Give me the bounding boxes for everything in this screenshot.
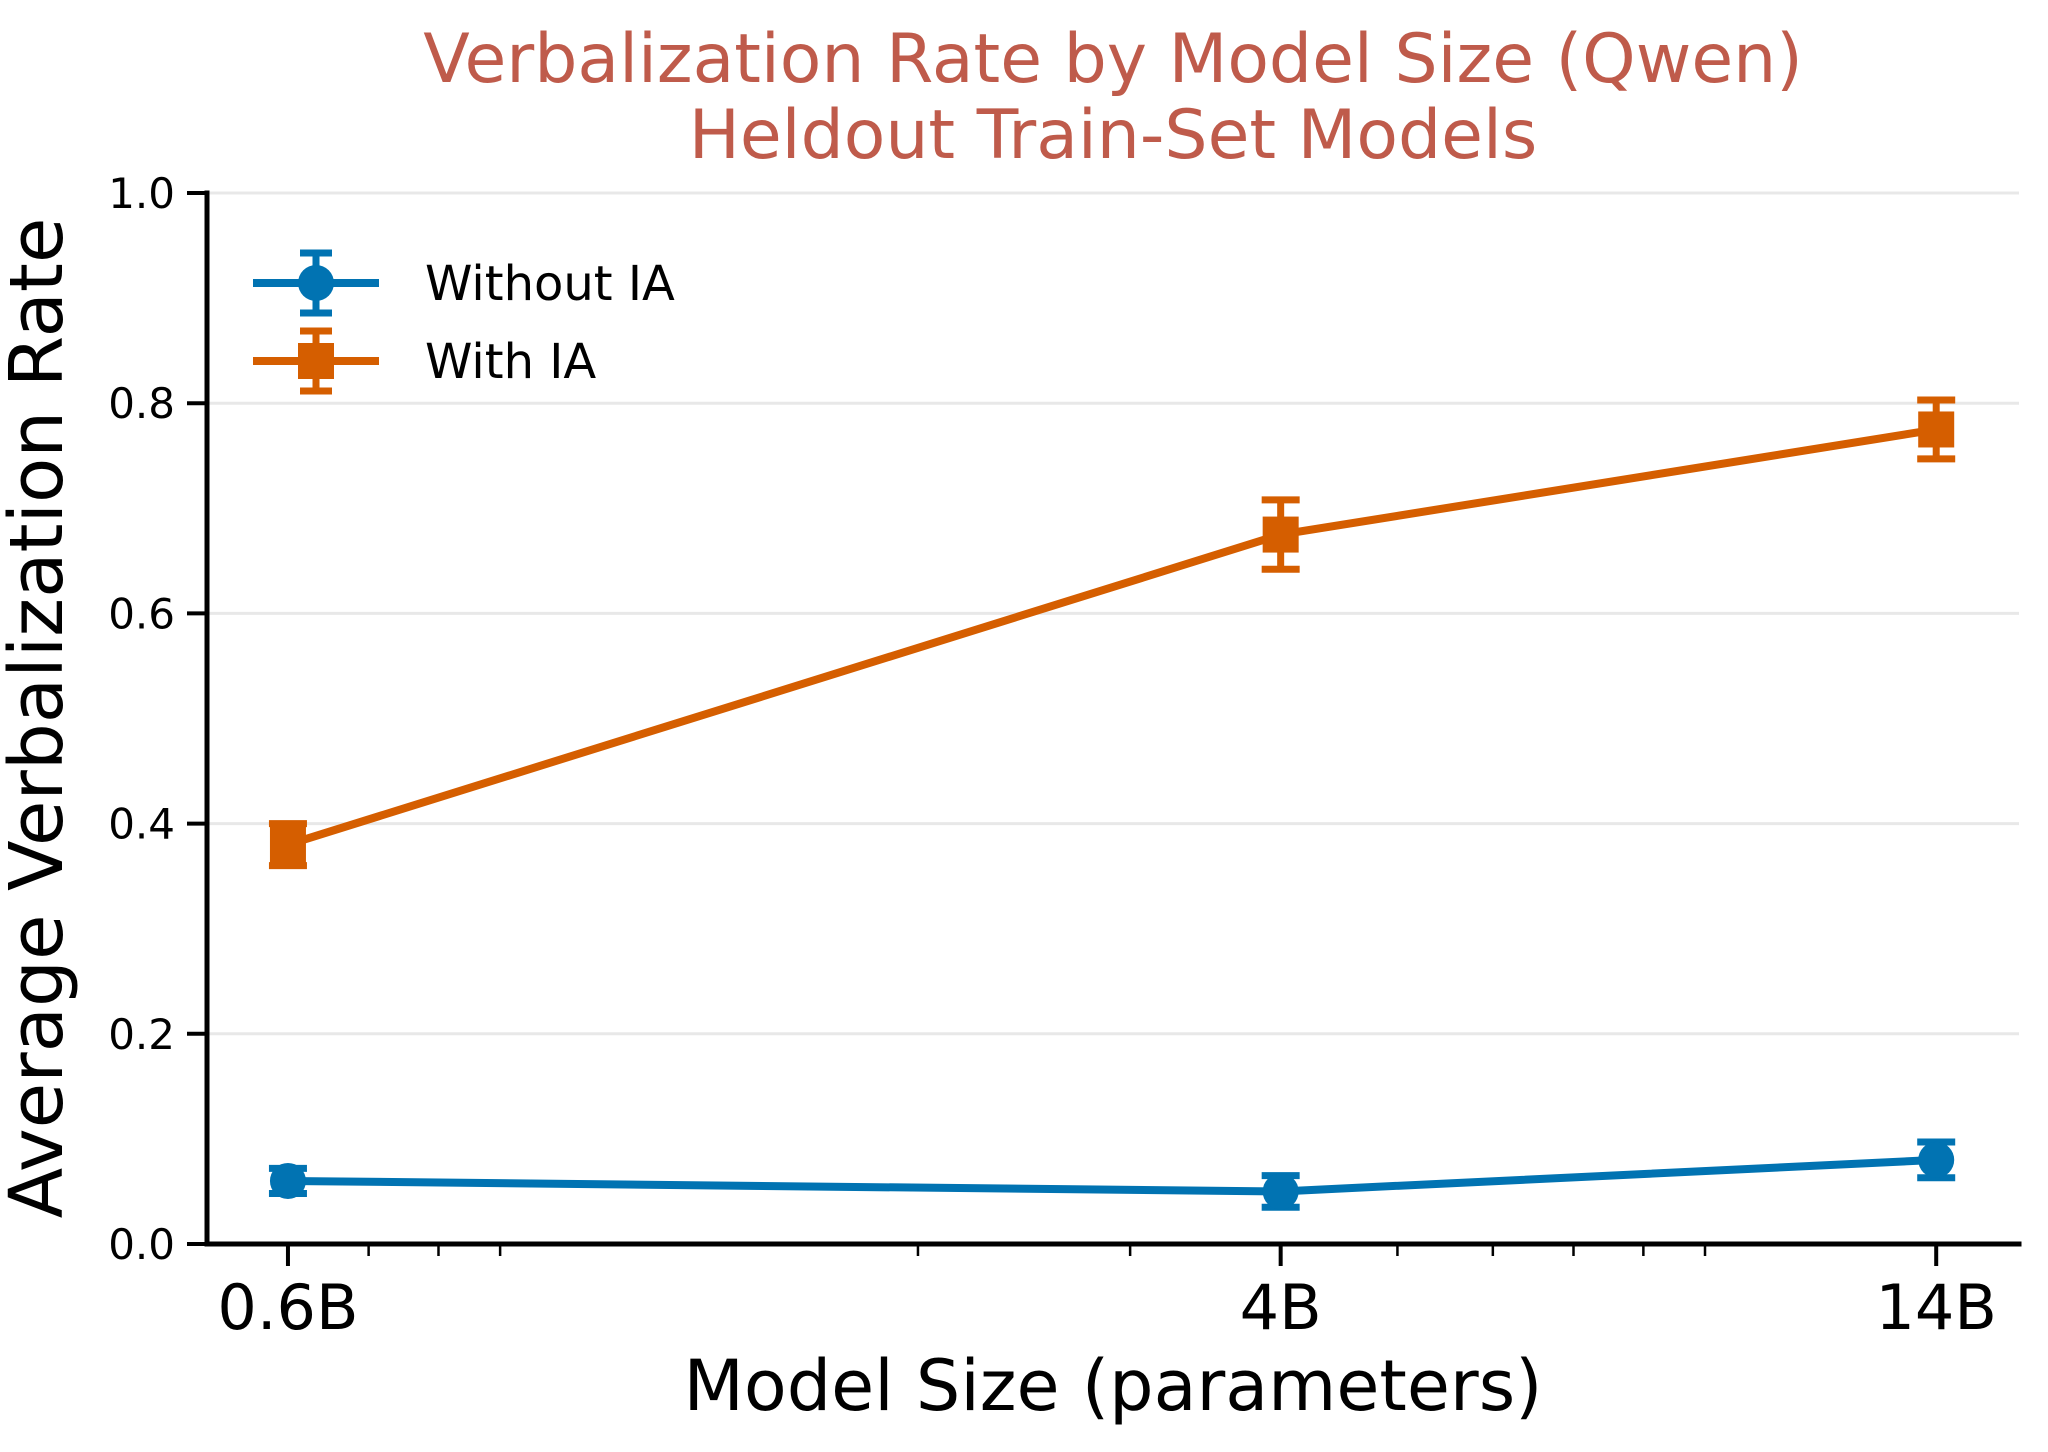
series-line: [287, 1155, 1937, 1196]
chart-title-line2: Heldout Train-Set Models: [689, 96, 1538, 175]
y-tick-label-0: 0.0: [108, 1220, 175, 1269]
chart-title-line1: Verbalization Rate by Model Size (Qwen): [423, 20, 1803, 99]
legend-label-without-ia: Without IA: [425, 256, 675, 312]
y-tick-label-0.4: 0.4: [108, 800, 175, 849]
legend-marker-square: [298, 343, 334, 379]
y-tick-label-0.6: 0.6: [108, 589, 175, 638]
legend-symbol-without-ia: [253, 249, 379, 317]
tick-label-layer: 0.0 0.2 0.4 0.6 0.8 1.0 0.6B 4B 14B: [108, 169, 1997, 1344]
legend-marker-circle: [298, 265, 334, 301]
x-axis-label: Model Size (parameters): [683, 1345, 1542, 1427]
data-point-4B: [1262, 1173, 1299, 1210]
y-axis-label: Average Verbalization Rate: [0, 218, 80, 1219]
series-with-ia: [268, 396, 1956, 870]
axis-layer: [187, 190, 2022, 1266]
series-line: [286, 425, 1937, 849]
grid-layer: [207, 191, 2019, 1036]
data-point-4B: [1262, 516, 1299, 553]
legend: Without IA With IA: [253, 249, 675, 395]
legend-symbol-with-ia: [253, 327, 379, 395]
data-point-14B: [1918, 1141, 1955, 1178]
data-point-0.6B: [269, 1162, 306, 1199]
y-tick-label-1: 1.0: [108, 169, 175, 218]
x-tick-label-14: 14B: [1875, 1271, 1996, 1344]
series-without-ia: [268, 1138, 1956, 1211]
y-tick-label-0.8: 0.8: [108, 379, 175, 428]
x-tick-label-0.6: 0.6B: [217, 1271, 358, 1344]
legend-label-with-ia: With IA: [425, 334, 596, 390]
y-tick-label-0.2: 0.2: [108, 1010, 175, 1059]
x-tick-label-4: 4B: [1240, 1271, 1322, 1344]
series-layer: [268, 396, 1956, 1211]
data-point-14B: [1918, 411, 1955, 448]
data-point-0.6B: [269, 826, 306, 863]
